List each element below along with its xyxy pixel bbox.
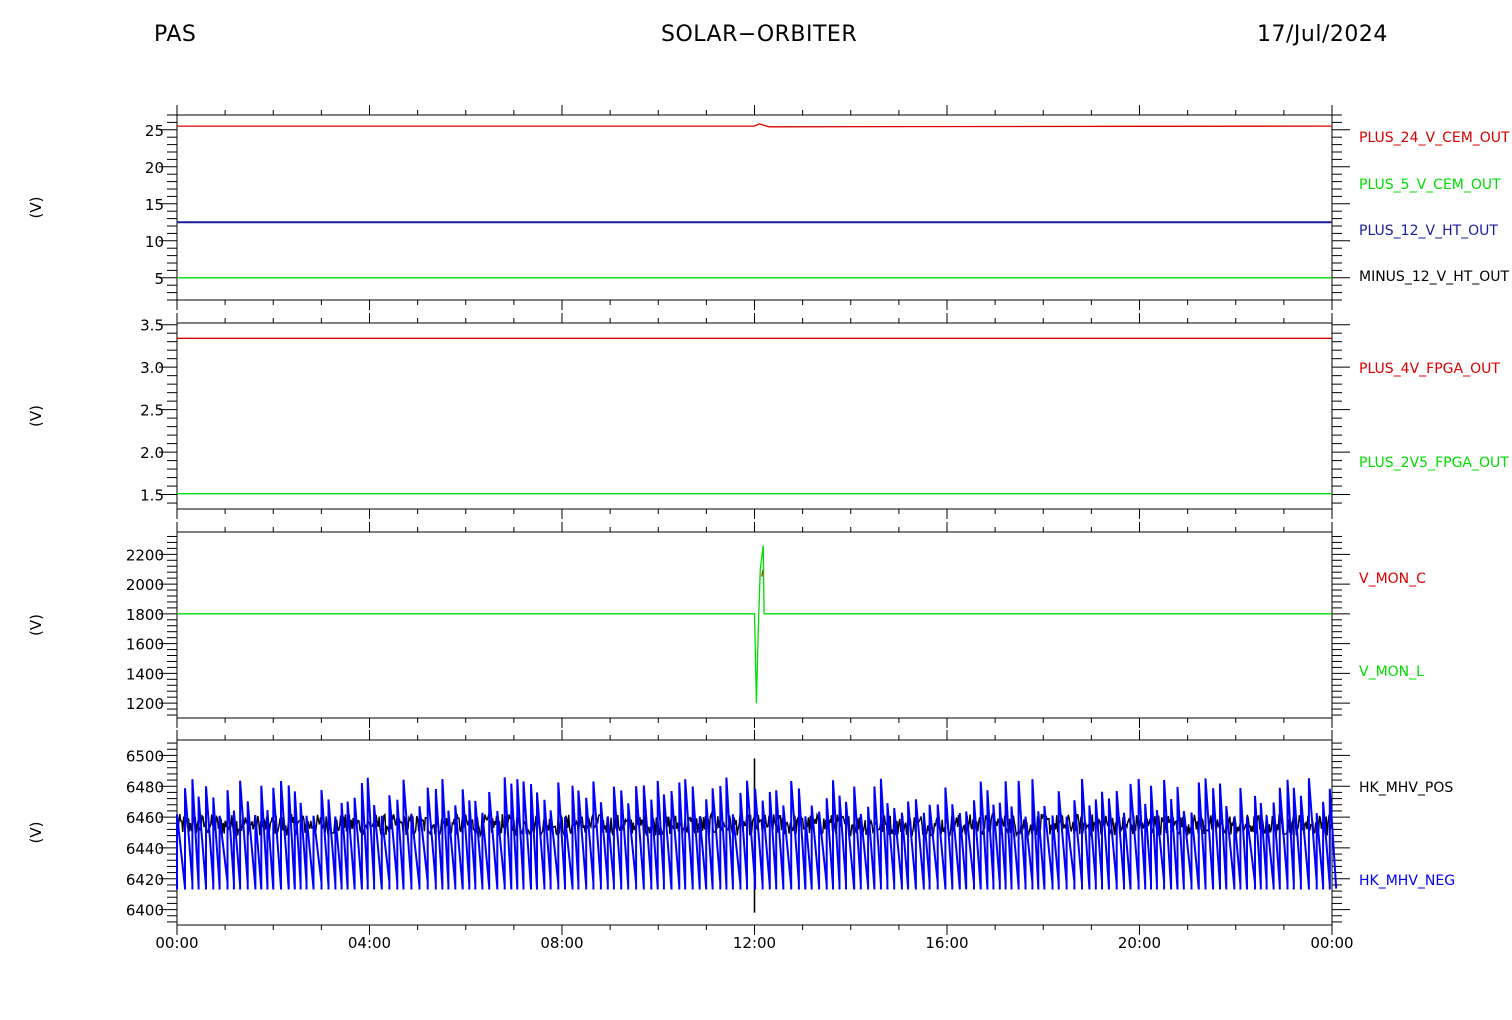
y-axis-label: (V) xyxy=(27,614,45,636)
y-tick-label: 2.5 xyxy=(140,402,164,420)
y-tick-label: 6440 xyxy=(126,840,164,858)
y-axis-label: (V) xyxy=(27,405,45,427)
y-axis-label: (V) xyxy=(27,197,45,219)
y-tick-label: 1400 xyxy=(126,665,164,683)
series-line xyxy=(177,123,1333,128)
y-tick-label: 2200 xyxy=(126,546,164,564)
series-label: HK_MHV_POS xyxy=(1359,780,1453,796)
y-tick-label: 1800 xyxy=(126,606,164,624)
y-tick-label: 1600 xyxy=(126,636,164,654)
x-tick-label: 04:00 xyxy=(348,934,391,952)
instrument-title: PAS xyxy=(154,22,197,47)
y-tick-label: 6460 xyxy=(126,809,164,827)
x-tick-label: 08:00 xyxy=(540,934,583,952)
x-tick-label: 00:00 xyxy=(155,934,198,952)
series-label: V_MON_L xyxy=(1359,664,1424,680)
date-label: 17/Jul/2024 xyxy=(1257,22,1388,47)
panel-1: 5 10 15 20 25 (V) PLUS_24_V_CEM_OUT PLUS_5_V_CE… xyxy=(27,105,1510,310)
y-axis-label: (V) xyxy=(27,822,45,844)
plot-frame xyxy=(176,322,1333,510)
x-tick-label: 16:00 xyxy=(925,934,968,952)
y-tick-label: 1200 xyxy=(126,695,164,713)
series-label: V_MON_C xyxy=(1359,571,1426,587)
x-tick-label: 00:00 xyxy=(1310,934,1353,952)
series-line xyxy=(177,545,1332,704)
y-tick-label: 6400 xyxy=(126,902,164,920)
series-label: PLUS_24_V_CEM_OUT xyxy=(1359,130,1510,146)
series-label: PLUS_5_V_CEM_OUT xyxy=(1359,177,1501,193)
y-tick-label: 6420 xyxy=(126,871,164,889)
y-tick-label: 1.5 xyxy=(140,487,164,505)
y-tick-label: 3.0 xyxy=(140,359,164,377)
series-label: PLUS_4V_FPGA_OUT xyxy=(1359,361,1500,377)
y-tick-label: 25 xyxy=(145,122,164,140)
y-tick-label: 2.0 xyxy=(140,444,164,462)
plot-frame xyxy=(176,114,1333,301)
series-line xyxy=(176,777,1338,890)
y-tick-label: 10 xyxy=(145,233,164,251)
panel-3: 1200 1400 1600 1800 2000 2200 (V) V_MON_C V_MON_… xyxy=(27,522,1426,728)
mission-title: SOLAR−ORBITER xyxy=(661,22,858,47)
series-label: PLUS_12_V_HT_OUT xyxy=(1359,223,1498,239)
y-tick-label: 5 xyxy=(154,270,164,288)
series-label: HK_MHV_NEG xyxy=(1359,873,1455,889)
panel-2: 1.5 2.0 2.5 3.0 3.5 (V) PLUS_4V_FPGA_OUT PLUS_2… xyxy=(27,313,1509,519)
series-label: PLUS_2V5_FPGA_OUT xyxy=(1359,455,1509,471)
x-tick-label: 20:00 xyxy=(1118,934,1161,952)
y-tick-label: 20 xyxy=(145,159,164,177)
x-tick-label: 12:00 xyxy=(733,934,776,952)
y-tick-label: 15 xyxy=(145,196,164,214)
y-tick-label: 6500 xyxy=(126,747,164,765)
y-tick-label: 3.5 xyxy=(140,317,164,335)
series-label: MINUS_12_V_HT_OUT xyxy=(1359,269,1510,285)
panel-4: 6400 6420 6440 6460 6480 6500 (V) HK_MHV_POS HK_… xyxy=(27,730,1455,935)
y-tick-label: 2000 xyxy=(126,576,164,594)
y-tick-label: 6480 xyxy=(126,778,164,796)
